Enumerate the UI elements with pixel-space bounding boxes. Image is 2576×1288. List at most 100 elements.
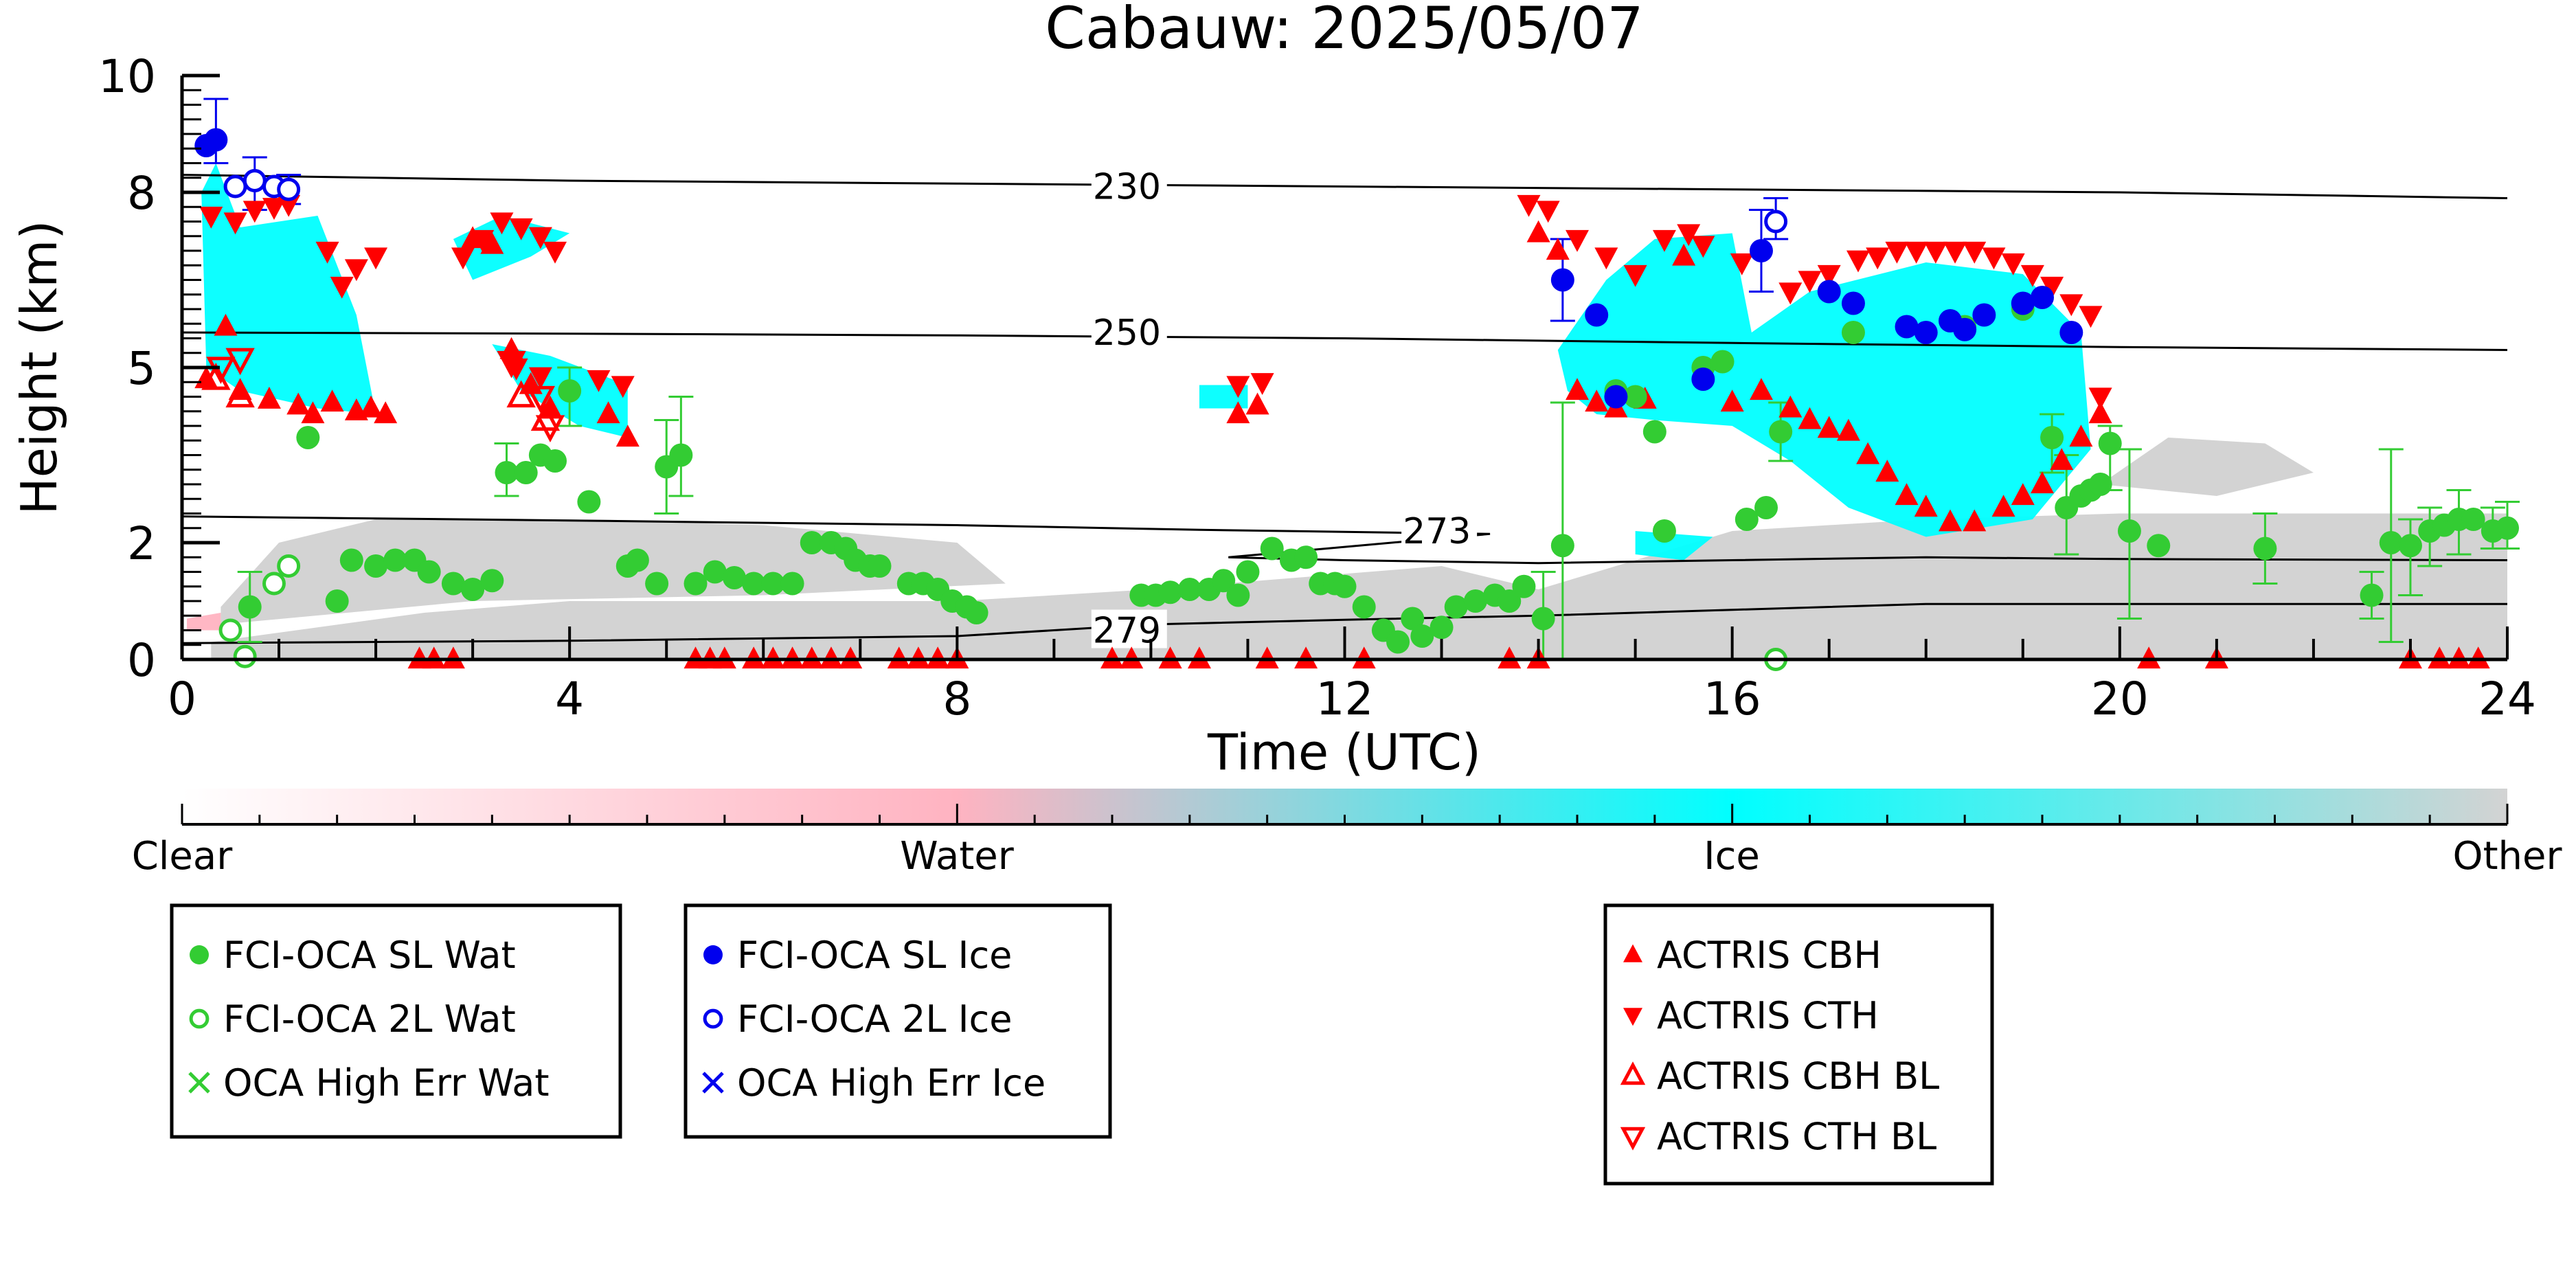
- colorbar: Clear Water Ice Other: [132, 789, 2562, 879]
- point-fci-oca-sl-wat-22: [703, 560, 727, 584]
- point-fci-oca-sl-wat-96: [2496, 516, 2519, 540]
- point-fci-oca-sl-wat-25: [761, 572, 785, 596]
- point-fci-oca-sl-ice-15: [2031, 286, 2054, 309]
- point-actris-cbh-51: [761, 646, 785, 669]
- x-axis-label: Time (UTC): [1207, 723, 1481, 781]
- point-actris-cbh-46: [441, 646, 465, 669]
- point-fci-oca-sl-wat-89: [2379, 531, 2403, 554]
- legend-label-fci-oca-sl-ice: FCI-OCA SL Ice: [737, 934, 1012, 977]
- point-actris-cbh-61: [1120, 646, 1144, 669]
- point-actris-cth-16: [528, 367, 552, 389]
- legends: FCI-OCA SL Wat FCI-OCA 2L Wat OCA High Err…: [170, 903, 1994, 1186]
- point-fci-oca-sl-wat-46: [1226, 583, 1250, 607]
- point-fci-oca-sl-wat-72: [1710, 350, 1735, 374]
- point-fci-oca-sl-wat-23: [722, 566, 746, 589]
- point-actris-cbh-22: [1585, 389, 1609, 412]
- legend-marker-oca-high-err-wat-b: [188, 1072, 210, 1094]
- point-actris-cbh-5: [301, 401, 325, 424]
- point-actris-cbh-67: [1498, 646, 1522, 669]
- point-actris-cth-29: [1730, 253, 1754, 275]
- region-other-2: [2100, 438, 2314, 496]
- colorbar-label-ice: Ice: [1704, 834, 1760, 879]
- point-actris-cbh-35: [1914, 495, 1938, 517]
- point-actris-cth-43: [2040, 276, 2064, 299]
- point-actris-cbh-36: [1939, 509, 1963, 532]
- point-actris-cth-28: [1691, 236, 1715, 258]
- x-tick-label-20: 20: [2091, 673, 2149, 725]
- point-fci-oca-sl-wat-4: [383, 548, 407, 572]
- legend-box-3: [1603, 903, 1994, 1186]
- point-fci-oca-sl-ice-6: [1749, 239, 1773, 262]
- point-actris-cbh-60: [1100, 646, 1124, 669]
- point-actris-cth-31: [1798, 271, 1822, 293]
- point-actris-cth-13: [528, 227, 552, 249]
- point-actris-cbh-39: [2011, 483, 2035, 506]
- point-fci-oca-sl-wat-48: [1260, 536, 1284, 561]
- point-actris-cbh-1: [214, 313, 238, 336]
- contour-label-230: 230: [1093, 167, 1161, 208]
- legend-marker-oca-high-err-ice-b: [702, 1072, 724, 1094]
- point-fci-oca-2l-ice-4: [1764, 210, 1788, 234]
- point-actris-cth-23: [1566, 229, 1589, 252]
- legend-marker-fci-oca-sl-ice: [703, 945, 723, 964]
- point-fci-oca-sl-wat-63: [1498, 589, 1522, 613]
- point-actris-cbh-63: [1187, 646, 1211, 669]
- point-actris-cth-35: [1885, 241, 1909, 264]
- point-actris-cbh-56: [887, 646, 911, 669]
- y-tick-label-0: 0: [127, 634, 156, 687]
- point-actris-cth-7: [344, 259, 368, 282]
- point-actris-cbh-8: [359, 395, 383, 418]
- point-actris-cth-37: [1923, 241, 1947, 264]
- contour-label-bg-273: [1401, 510, 1478, 549]
- point-fci-oca-sl-ice-12: [1953, 317, 1977, 341]
- point-fci-oca-sl-wat-56: [1386, 630, 1410, 654]
- legend-marker-fci-oca-2l-wat: [189, 1008, 210, 1029]
- point-fci-oca-sl-wat-15: [577, 490, 601, 514]
- point-fci-oca-sl-wat-14: [558, 379, 582, 403]
- point-fci-oca-sl-wat-76: [1841, 321, 1865, 344]
- point-fci-oca-sl-wat-68: [1623, 385, 1647, 409]
- point-fci-oca-sl-wat-59: [1430, 615, 1454, 640]
- point-actris-cth-40: [1982, 247, 2006, 270]
- point-fci-oca-2l-wat-3: [277, 554, 301, 578]
- point-actris-cth-bl-4: [535, 415, 565, 443]
- region-other-0: [211, 513, 2507, 659]
- colorbar-label-other: Other: [2452, 834, 2562, 879]
- point-actris-cbh-45: [422, 646, 446, 669]
- point-fci-oca-sl-wat-57: [1401, 607, 1425, 631]
- point-actris-cbh-15: [596, 401, 620, 424]
- point-actris-cth-30: [1778, 282, 1803, 305]
- legend-marker-fci-oca-sl-wat: [190, 945, 209, 964]
- legend-marker-actris-cth-bl: [1620, 1127, 1646, 1151]
- colorbar-label-water: Water: [900, 834, 1015, 879]
- x-tick-label-0: 0: [168, 673, 196, 725]
- point-actris-cbh-17: [1226, 401, 1250, 424]
- point-actris-cbh-42: [2069, 425, 2093, 447]
- point-actris-cbh-49: [712, 646, 736, 669]
- point-fci-oca-sl-wat-85: [2117, 519, 2141, 543]
- contour-label-bg-279: [1091, 609, 1167, 648]
- point-fci-oca-sl-wat-38: [964, 601, 988, 624]
- point-fci-oca-sl-ice-5: [1691, 368, 1715, 391]
- point-actris-cbh-16: [615, 425, 640, 447]
- point-fci-oca-sl-ice-8: [1841, 291, 1865, 315]
- legend-label-actris-cbh-bl: ACTRIS CBH BL: [1657, 1054, 1939, 1098]
- point-actris-cth-bl-3: [526, 385, 556, 414]
- point-actris-cbh-34: [1895, 483, 1919, 506]
- point-fci-oca-sl-wat-88: [2360, 583, 2384, 607]
- legend-marker-oca-high-err-ice: [702, 1072, 724, 1094]
- point-fci-oca-sl-wat-45: [1212, 569, 1236, 593]
- point-actris-cbh-40: [2031, 471, 2054, 494]
- point-actris-cbh-43: [2088, 401, 2112, 424]
- point-actris-cbh-74: [2466, 646, 2490, 669]
- point-actris-cth-12: [509, 218, 533, 240]
- y-tick-label-8: 8: [127, 167, 156, 220]
- data-markers: [194, 128, 2519, 671]
- point-actris-cbh-27: [1749, 378, 1773, 400]
- point-fci-oca-sl-wat-2: [339, 548, 363, 572]
- point-actris-cbh-30: [1817, 416, 1841, 438]
- contour-label-bg-250: [1091, 312, 1167, 350]
- point-fci-oca-sl-wat-60: [1444, 595, 1468, 619]
- point-actris-cth-20: [1250, 373, 1274, 395]
